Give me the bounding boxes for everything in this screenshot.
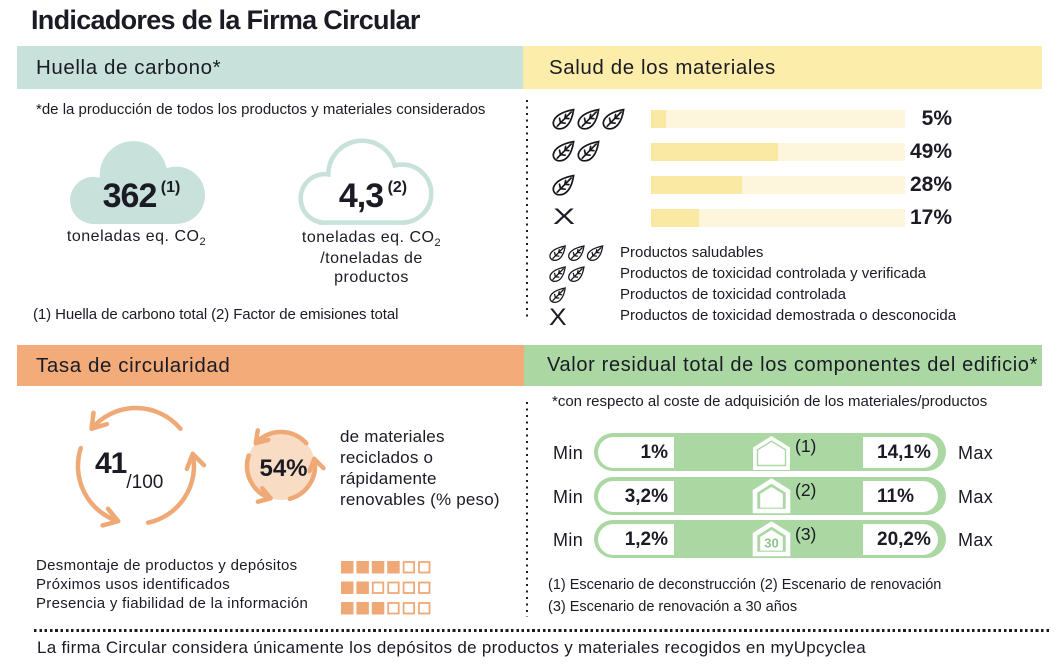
svg-text:30: 30	[764, 536, 778, 551]
